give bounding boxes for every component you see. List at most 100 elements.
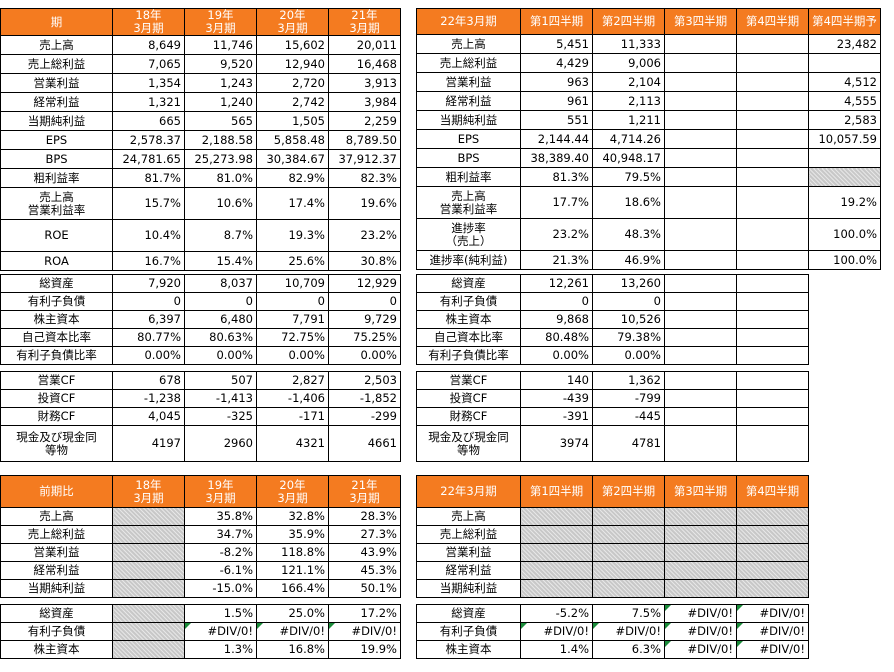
table-row: 売上高 営業利益率 17.7% 18.6% 19.2%: [416, 186, 881, 219]
value-cell: 5,858.48: [256, 130, 329, 150]
cell-text: 4,045: [148, 409, 181, 423]
cell-text: 第3四半期: [673, 14, 728, 28]
value-cell: 565: [184, 111, 257, 131]
table-row: 株主資本 9,868 10,526: [416, 310, 809, 329]
header-label-cell: 期: [0, 8, 113, 36]
table-row: 総資産 7,920 8,037 10,709 12,929: [0, 274, 401, 293]
row-label-cell: 粗利益率: [0, 168, 113, 188]
cell-text: 21.3%: [552, 252, 589, 267]
row-label-cell: 当期純利益: [0, 111, 113, 131]
header-period-cell: 19年 3月期: [184, 8, 257, 36]
row-label-cell: 自己資本比率: [416, 328, 521, 347]
cell-text: 営業利益: [33, 545, 80, 559]
cell-text: 23,482: [836, 36, 877, 51]
cell-text: 第2四半期: [601, 14, 656, 28]
cell-text: 16.7%: [144, 253, 181, 268]
value-cell: [664, 425, 737, 462]
cell-text: 13,260: [620, 276, 661, 290]
cell-text: 株主資本: [445, 642, 492, 656]
table-row: 営業CF 678 507 2,827 2,503: [0, 371, 401, 390]
cell-text: 1,240: [220, 94, 253, 109]
row-label-cell: 有利子負債比率: [0, 346, 113, 365]
row-label-cell: 売上高: [0, 507, 113, 526]
value-cell: 23.2%: [328, 219, 401, 252]
value-cell: 23,482: [808, 34, 881, 54]
value-cell: [664, 328, 737, 347]
cell-text: 8,789.50: [345, 132, 397, 147]
value-cell: 13,260: [592, 274, 665, 293]
cell-text: 財務CF: [449, 409, 488, 423]
value-cell: -299: [328, 407, 401, 426]
cell-text: 1.5%: [223, 606, 253, 620]
table-row: 経常利益 -6.1% 121.1% 45.3%: [0, 561, 401, 580]
value-cell: 10,526: [592, 310, 665, 329]
cell-text: 7,065: [148, 56, 181, 71]
cell-text: 10,526: [620, 312, 661, 326]
cell-text: 売上高 営業利益率: [27, 189, 86, 217]
cell-text: 34.7%: [216, 527, 253, 541]
cell-text: 8.7%: [223, 228, 253, 242]
table-row: 売上総利益 4,429 9,006: [416, 53, 881, 73]
value-cell: 665: [112, 111, 185, 131]
value-cell: 50.1%: [328, 579, 401, 598]
value-cell: [736, 579, 809, 598]
value-cell: [808, 167, 881, 187]
cell-text: 19.3%: [288, 228, 325, 242]
value-cell: 2,827: [256, 371, 329, 390]
table-row: 売上高 営業利益率 15.7% 10.6% 17.4% 19.6%: [0, 187, 401, 220]
cell-text: 0: [389, 294, 397, 308]
cell-text: 18年 3月期: [133, 477, 164, 505]
cell-text: 3,913: [364, 75, 397, 90]
cell-text: 10,709: [284, 276, 325, 290]
row-label-cell: 経常利益: [416, 561, 521, 580]
header-period-cell: 第1四半期: [520, 8, 593, 35]
row-label-cell: 当期純利益: [416, 110, 521, 130]
row-label-cell: 進捗率(純利益): [416, 250, 521, 270]
value-cell: [520, 525, 593, 544]
value-cell: [592, 507, 665, 526]
cell-text: 売上高: [39, 509, 74, 523]
value-cell: [736, 525, 809, 544]
cell-text: 営業CF: [37, 373, 76, 387]
cell-text: 2,827: [292, 373, 325, 387]
value-cell: 1,211: [592, 110, 665, 130]
cell-text: 19.9%: [360, 642, 397, 656]
cell-text: #DIV/0!: [759, 642, 805, 656]
table-row: 営業利益 -8.2% 118.8% 43.9%: [0, 543, 401, 562]
cell-text: 9,006: [628, 55, 661, 70]
value-cell: 15,602: [256, 35, 329, 55]
error-indicator-icon: [665, 605, 671, 611]
cell-text: 当期純利益: [439, 112, 498, 127]
value-cell: 43.9%: [328, 543, 401, 562]
cell-text: 963: [567, 74, 589, 89]
cell-text: 経常利益: [445, 563, 492, 577]
value-cell: 0.00%: [184, 346, 257, 365]
value-cell: #DIV/0!: [256, 622, 329, 641]
value-cell: [664, 310, 737, 329]
cell-text: 19.2%: [840, 195, 877, 209]
value-cell: 678: [112, 371, 185, 390]
cell-text: 961: [567, 93, 589, 108]
cell-text: 0.00%: [216, 348, 253, 362]
cell-text: 投資CF: [449, 391, 488, 405]
value-cell: [736, 371, 809, 390]
value-cell: 10.6%: [184, 187, 257, 220]
value-cell: [112, 507, 185, 526]
cell-text: -5.2%: [555, 606, 589, 620]
value-cell: #DIV/0!: [664, 640, 737, 659]
header-period-cell: 20年 3月期: [256, 8, 329, 36]
cell-text: 自己資本比率: [22, 330, 91, 344]
value-cell: 4661: [328, 425, 401, 462]
error-indicator-icon: [665, 641, 671, 647]
value-cell: 82.3%: [328, 168, 401, 188]
cell-text: 40,948.17: [602, 150, 661, 165]
row-label-cell: 営業利益: [0, 73, 113, 93]
value-cell: [736, 72, 809, 92]
cell-text: 期: [50, 14, 63, 29]
value-cell: [736, 34, 809, 54]
value-cell: 10,709: [256, 274, 329, 293]
cell-text: 80.77%: [137, 330, 181, 344]
cell-text: 2,113: [628, 93, 661, 108]
value-cell: [664, 371, 737, 390]
cell-text: 1,243: [220, 75, 253, 90]
